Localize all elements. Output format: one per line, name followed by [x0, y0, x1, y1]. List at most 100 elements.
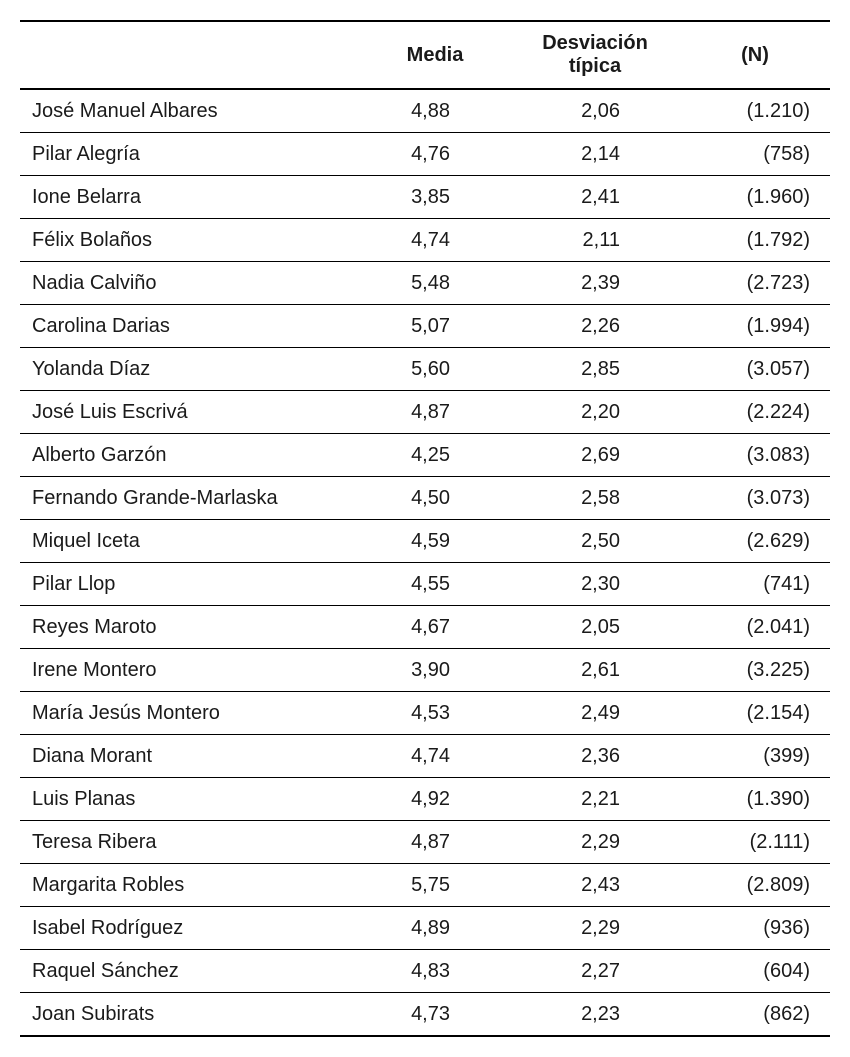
- media-value: 4,53: [360, 692, 510, 735]
- n-value: (399): [680, 735, 830, 778]
- table-row: Margarita Robles5,752,43(2.809): [20, 864, 830, 907]
- media-value: 4,76: [360, 133, 510, 176]
- media-value: 4,87: [360, 391, 510, 434]
- n-value: (3.073): [680, 477, 830, 520]
- n-value: (3.225): [680, 649, 830, 692]
- deviation-value: 2,69: [510, 434, 680, 477]
- deviation-value: 2,06: [510, 89, 680, 133]
- media-value: 4,74: [360, 735, 510, 778]
- person-name: Luis Planas: [20, 778, 360, 821]
- table-row: Ione Belarra3,852,41(1.960): [20, 176, 830, 219]
- person-name: Irene Montero: [20, 649, 360, 692]
- person-name: Nadia Calviño: [20, 262, 360, 305]
- media-value: 4,74: [360, 219, 510, 262]
- media-value: 5,60: [360, 348, 510, 391]
- deviation-value: 2,39: [510, 262, 680, 305]
- media-value: 3,90: [360, 649, 510, 692]
- media-value: 5,75: [360, 864, 510, 907]
- n-value: (2.224): [680, 391, 830, 434]
- table-row: José Luis Escrivá4,872,20(2.224): [20, 391, 830, 434]
- media-value: 4,73: [360, 993, 510, 1037]
- n-value: (3.057): [680, 348, 830, 391]
- table-row: María Jesús Montero4,532,49(2.154): [20, 692, 830, 735]
- n-value: (1.994): [680, 305, 830, 348]
- deviation-value: 2,85: [510, 348, 680, 391]
- table-body: José Manuel Albares4,882,06(1.210)Pilar …: [20, 89, 830, 1036]
- n-value: (1.390): [680, 778, 830, 821]
- media-value: 4,59: [360, 520, 510, 563]
- deviation-value: 2,05: [510, 606, 680, 649]
- deviation-value: 2,29: [510, 907, 680, 950]
- column-header-name: [20, 21, 360, 89]
- n-value: (2.111): [680, 821, 830, 864]
- table-row: Nadia Calviño5,482,39(2.723): [20, 262, 830, 305]
- deviation-value: 2,61: [510, 649, 680, 692]
- table-row: Miquel Iceta4,592,50(2.629): [20, 520, 830, 563]
- n-value: (2.629): [680, 520, 830, 563]
- table-row: José Manuel Albares4,882,06(1.210): [20, 89, 830, 133]
- n-value: (741): [680, 563, 830, 606]
- table-row: Luis Planas4,922,21(1.390): [20, 778, 830, 821]
- person-name: Félix Bolaños: [20, 219, 360, 262]
- deviation-value: 2,43: [510, 864, 680, 907]
- n-value: (1.960): [680, 176, 830, 219]
- media-value: 4,88: [360, 89, 510, 133]
- person-name: Reyes Maroto: [20, 606, 360, 649]
- deviation-value: 2,21: [510, 778, 680, 821]
- media-value: 4,89: [360, 907, 510, 950]
- table-row: Diana Morant4,742,36(399): [20, 735, 830, 778]
- person-name: Alberto Garzón: [20, 434, 360, 477]
- n-value: (604): [680, 950, 830, 993]
- media-value: 4,87: [360, 821, 510, 864]
- media-value: 4,67: [360, 606, 510, 649]
- deviation-value: 2,29: [510, 821, 680, 864]
- deviation-value: 2,20: [510, 391, 680, 434]
- table-row: Teresa Ribera4,872,29(2.111): [20, 821, 830, 864]
- media-value: 5,48: [360, 262, 510, 305]
- n-value: (2.041): [680, 606, 830, 649]
- person-name: María Jesús Montero: [20, 692, 360, 735]
- person-name: Ione Belarra: [20, 176, 360, 219]
- statistics-table: Media Desviación típica (N) José Manuel …: [20, 20, 830, 1037]
- table-row: Fernando Grande-Marlaska4,502,58(3.073): [20, 477, 830, 520]
- media-value: 4,92: [360, 778, 510, 821]
- n-value: (758): [680, 133, 830, 176]
- person-name: José Luis Escrivá: [20, 391, 360, 434]
- media-value: 4,83: [360, 950, 510, 993]
- n-value: (2.809): [680, 864, 830, 907]
- deviation-value: 2,49: [510, 692, 680, 735]
- person-name: José Manuel Albares: [20, 89, 360, 133]
- table-row: Alberto Garzón4,252,69(3.083): [20, 434, 830, 477]
- person-name: Carolina Darias: [20, 305, 360, 348]
- table-row: Isabel Rodríguez4,892,29(936): [20, 907, 830, 950]
- deviation-value: 2,27: [510, 950, 680, 993]
- table-row: Pilar Llop4,552,30(741): [20, 563, 830, 606]
- deviation-value: 2,41: [510, 176, 680, 219]
- table-row: Yolanda Díaz5,602,85(3.057): [20, 348, 830, 391]
- table-row: Carolina Darias5,072,26(1.994): [20, 305, 830, 348]
- table-row: Raquel Sánchez4,832,27(604): [20, 950, 830, 993]
- table-row: Pilar Alegría4,762,14(758): [20, 133, 830, 176]
- person-name: Pilar Alegría: [20, 133, 360, 176]
- media-value: 3,85: [360, 176, 510, 219]
- column-header-media: Media: [360, 21, 510, 89]
- n-value: (1.210): [680, 89, 830, 133]
- media-value: 4,25: [360, 434, 510, 477]
- person-name: Pilar Llop: [20, 563, 360, 606]
- person-name: Diana Morant: [20, 735, 360, 778]
- table-row: Irene Montero3,902,61(3.225): [20, 649, 830, 692]
- person-name: Margarita Robles: [20, 864, 360, 907]
- media-value: 4,50: [360, 477, 510, 520]
- media-value: 5,07: [360, 305, 510, 348]
- n-value: (2.723): [680, 262, 830, 305]
- deviation-value: 2,36: [510, 735, 680, 778]
- n-value: (936): [680, 907, 830, 950]
- deviation-value: 2,26: [510, 305, 680, 348]
- media-value: 4,55: [360, 563, 510, 606]
- person-name: Miquel Iceta: [20, 520, 360, 563]
- deviation-value: 2,14: [510, 133, 680, 176]
- column-header-n: (N): [680, 21, 830, 89]
- column-header-deviation: Desviación típica: [510, 21, 680, 89]
- deviation-value: 2,11: [510, 219, 680, 262]
- person-name: Yolanda Díaz: [20, 348, 360, 391]
